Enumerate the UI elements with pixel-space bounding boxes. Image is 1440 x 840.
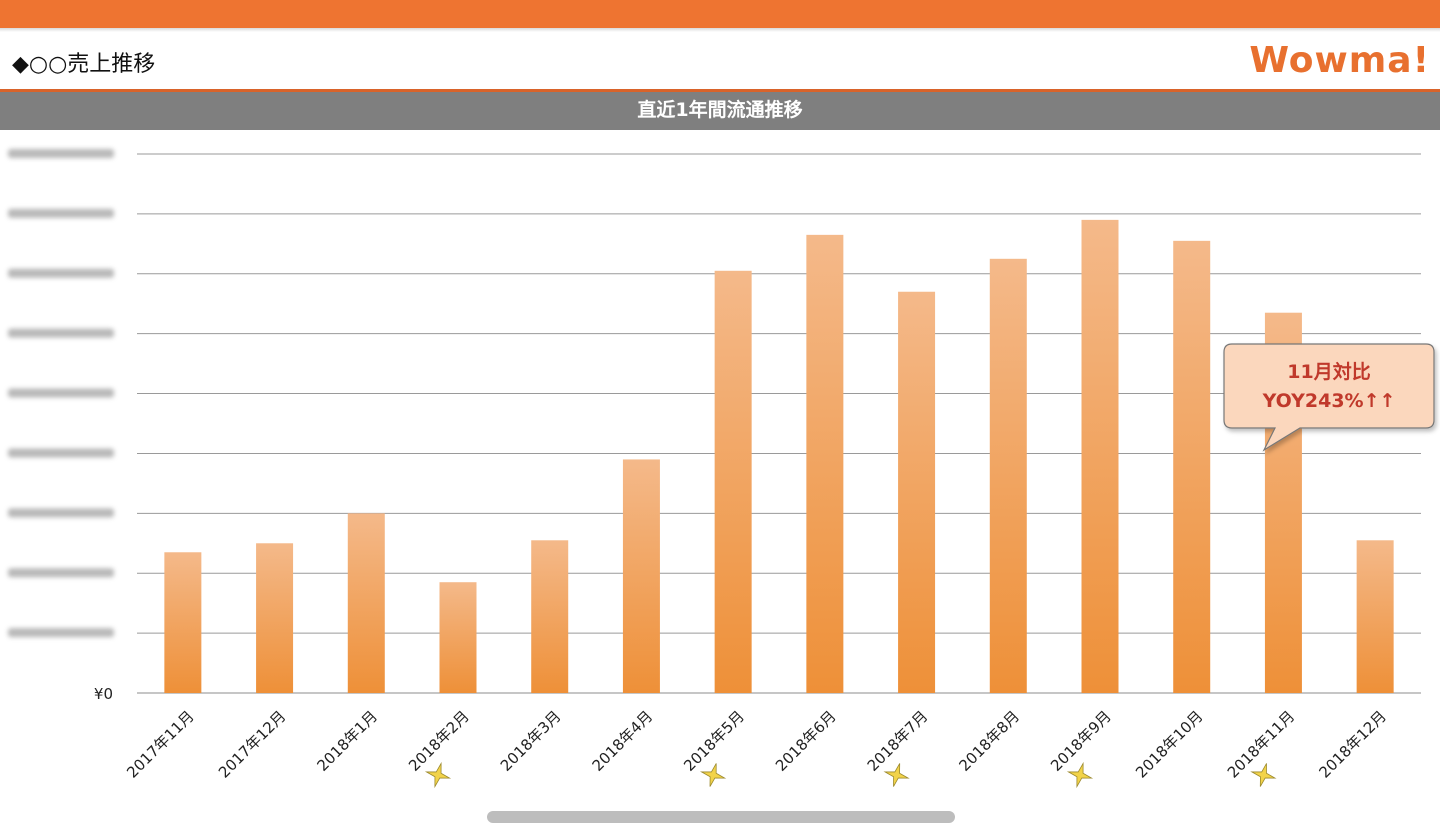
y-tick-label-obscured — [8, 208, 114, 218]
header-divider — [0, 89, 1440, 92]
slide-title: ◆○○売上推移 — [12, 52, 156, 77]
bars — [164, 219, 1394, 693]
y-tick-label-obscured — [8, 328, 114, 338]
y-tick-label-obscured — [8, 568, 114, 578]
callout-bubble — [1223, 343, 1435, 452]
y-tick-label-obscured — [8, 448, 114, 458]
bar — [1081, 219, 1119, 693]
star-markers — [424, 761, 1277, 789]
wowma-logo: Wowma! — [1249, 40, 1430, 81]
y-axis-ticks: ¥0 — [8, 149, 114, 703]
bar — [1356, 540, 1394, 693]
x-tick-label: 2018年8月 — [955, 707, 1023, 775]
x-tick-label: 2018年7月 — [864, 707, 932, 775]
bar — [898, 291, 936, 693]
y-tick-label-obscured — [8, 388, 114, 398]
y-tick-label-obscured — [8, 268, 114, 278]
y-tick-label-obscured — [8, 508, 114, 518]
x-tick-label: 2018年6月 — [772, 707, 840, 775]
bar — [714, 270, 752, 693]
x-tick-label: 2018年10月 — [1132, 707, 1206, 781]
bar — [164, 552, 202, 693]
callout-line-1: 11月対比 — [1287, 360, 1370, 383]
bar — [347, 513, 385, 693]
horizontal-scrollbar[interactable] — [487, 811, 955, 823]
star-icon — [424, 761, 452, 789]
chart-header: 直近1年間流通推移 — [0, 92, 1440, 130]
x-tick-label: 2018年12月 — [1316, 707, 1390, 781]
y-tick-label-obscured — [8, 149, 114, 158]
x-tick-label: 2018年4月 — [589, 707, 657, 775]
star-icon — [699, 763, 727, 787]
bar — [439, 582, 477, 693]
x-tick-label: 2018年1月 — [313, 707, 381, 775]
x-tick-label: 2018年3月 — [497, 707, 565, 775]
callout-line-2: YOY243%↑↑ — [1262, 390, 1396, 412]
bar — [1173, 240, 1211, 693]
y-tick-label-obscured — [8, 628, 114, 638]
top-accent-bar — [0, 0, 1440, 28]
bar — [806, 234, 844, 693]
sales-bar-chart: ¥0 2017年11月 2017年12月 2018年1月 2018年2月 2018年3月… — [8, 149, 1435, 789]
x-axis-ticks: 2017年11月 2017年12月 2018年1月 2018年2月 2018年3月 201… — [123, 707, 1390, 781]
star-icon — [883, 763, 910, 787]
bar — [256, 543, 294, 693]
yoy-callout: 11月対比 YOY243%↑↑ — [1223, 343, 1435, 452]
bar — [531, 540, 569, 693]
x-tick-label: 2017年12月 — [215, 707, 289, 781]
x-tick-label: 2018年2月 — [405, 707, 473, 775]
bar — [989, 258, 1027, 693]
x-tick-label: 2018年5月 — [680, 707, 748, 775]
bar — [622, 459, 660, 693]
y-tick-label: ¥0 — [94, 685, 113, 703]
star-icon — [1066, 761, 1094, 789]
star-icon — [1250, 763, 1277, 787]
x-tick-label: 2018年9月 — [1047, 707, 1115, 775]
x-tick-label: 2017年11月 — [123, 707, 197, 781]
top-bar-shadow — [0, 28, 1440, 32]
x-tick-label: 2018年11月 — [1224, 707, 1298, 781]
